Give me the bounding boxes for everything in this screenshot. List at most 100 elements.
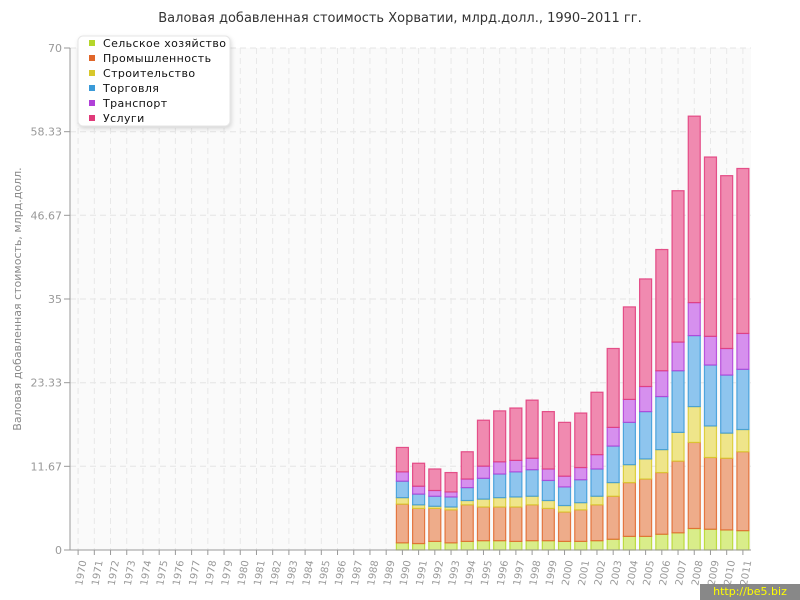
- legend-label: Сельское хозяйство: [103, 37, 226, 50]
- bar-segment: [541, 410, 555, 470]
- bar-segment: [557, 486, 572, 507]
- y-tick-label: 11.67: [31, 460, 63, 473]
- y-tick-label: 35: [48, 293, 62, 306]
- bar-segment: [476, 477, 491, 500]
- bar-segment: [557, 475, 572, 488]
- bar-segment: [703, 456, 718, 530]
- bar-segment: [541, 507, 555, 542]
- x-tick-label: 1975: [155, 560, 170, 587]
- bar-segment: [460, 478, 474, 489]
- bar-segment: [525, 495, 539, 506]
- watermark: http://be5.biz: [700, 584, 800, 600]
- legend-swatch: [89, 100, 95, 106]
- bar-segment: [703, 364, 718, 427]
- chart-title: Валовая добавленная стоимость Хорватии, …: [158, 11, 641, 26]
- bar-segment: [476, 506, 491, 542]
- bar-segment: [557, 511, 572, 542]
- x-tick-label: 1992: [431, 560, 446, 587]
- x-tick-label: 1977: [188, 560, 203, 587]
- bar-segment: [557, 421, 572, 477]
- x-tick-label: 2006: [658, 560, 673, 587]
- bar-segment: [671, 532, 685, 551]
- bar-segment: [460, 487, 474, 502]
- bar-segment: [687, 405, 701, 444]
- legend-label: Строительство: [103, 67, 196, 80]
- bar-segment: [606, 481, 620, 497]
- bar-segment: [460, 451, 474, 480]
- bar-segment: [671, 190, 685, 343]
- bar-segment: [557, 504, 572, 513]
- bar-segment: [606, 426, 620, 447]
- bar-segment: [655, 449, 669, 474]
- x-tick-label: 2003: [609, 560, 624, 587]
- x-tick-label: 1973: [123, 560, 138, 587]
- y-tick-label: 70: [48, 42, 62, 55]
- bar-segment: [412, 462, 426, 487]
- legend-swatch: [89, 55, 95, 61]
- x-tick-label: 1982: [269, 560, 284, 587]
- x-tick-label: 1970: [74, 560, 89, 587]
- bar-segment: [736, 451, 750, 532]
- x-tick-label: 1978: [204, 560, 219, 587]
- x-tick-label: 2009: [707, 560, 722, 587]
- bars: [395, 115, 750, 551]
- legend-swatch: [89, 85, 95, 91]
- bar-segment: [509, 407, 523, 461]
- bar-segment: [541, 540, 555, 551]
- bar-segment: [736, 167, 750, 335]
- bar-segment: [541, 479, 555, 502]
- x-tick-label: 1996: [496, 560, 511, 587]
- bar-segment: [639, 278, 653, 388]
- bar-segment: [606, 347, 620, 428]
- bar-segment: [655, 248, 669, 372]
- bar-segment: [655, 471, 669, 535]
- x-tick-label: 1989: [382, 560, 397, 587]
- bar-segment: [574, 412, 588, 469]
- legend-label: Услуги: [103, 112, 145, 125]
- bar-segment: [687, 115, 701, 304]
- bar-segment: [476, 498, 491, 508]
- bar-segment: [655, 370, 669, 398]
- bar-segment: [736, 332, 750, 370]
- bar-segment: [720, 457, 734, 531]
- bar-segment: [671, 341, 685, 372]
- bar-segment: [525, 540, 539, 551]
- bar-segment: [509, 506, 523, 542]
- bar-segment: [703, 425, 718, 459]
- bar-segment: [671, 460, 685, 534]
- bar-segment: [444, 509, 458, 544]
- x-tick-label: 2011: [739, 560, 754, 587]
- bar-segment: [590, 391, 604, 456]
- bar-segment: [460, 499, 474, 506]
- x-tick-label: 2001: [577, 560, 592, 587]
- bar-segment: [460, 540, 474, 551]
- x-tick-label: 1988: [366, 560, 381, 587]
- bar-segment: [509, 459, 523, 473]
- bar-segment: [606, 495, 620, 540]
- x-tick-label: 1986: [334, 560, 349, 587]
- bar-segment: [574, 502, 588, 511]
- x-tick-label: 1990: [399, 560, 414, 587]
- bar-segment: [412, 507, 426, 545]
- bar-segment: [655, 533, 669, 551]
- bar-segment: [622, 421, 636, 466]
- x-tick-label: 1976: [172, 560, 187, 587]
- bar-segment: [574, 479, 588, 504]
- x-tick-label: 2007: [674, 560, 689, 587]
- y-tick-label: 23.33: [31, 377, 63, 390]
- legend-label: Промышленность: [103, 52, 211, 65]
- x-tick-label: 1980: [236, 560, 251, 587]
- bar-segment: [395, 503, 409, 544]
- bar-segment: [639, 458, 653, 480]
- x-tick-label: 1983: [285, 560, 300, 587]
- legend-box: [77, 35, 231, 127]
- bar-segment: [493, 461, 507, 475]
- bar-segment: [606, 538, 620, 551]
- bar-segment: [639, 410, 653, 460]
- bar-segment: [590, 504, 604, 542]
- bar-segment: [687, 301, 701, 337]
- bar-segment: [703, 335, 718, 366]
- y-axis-label: Валовая добавленная стоимость, млрд.долл…: [11, 167, 24, 430]
- bar-segment: [444, 542, 458, 551]
